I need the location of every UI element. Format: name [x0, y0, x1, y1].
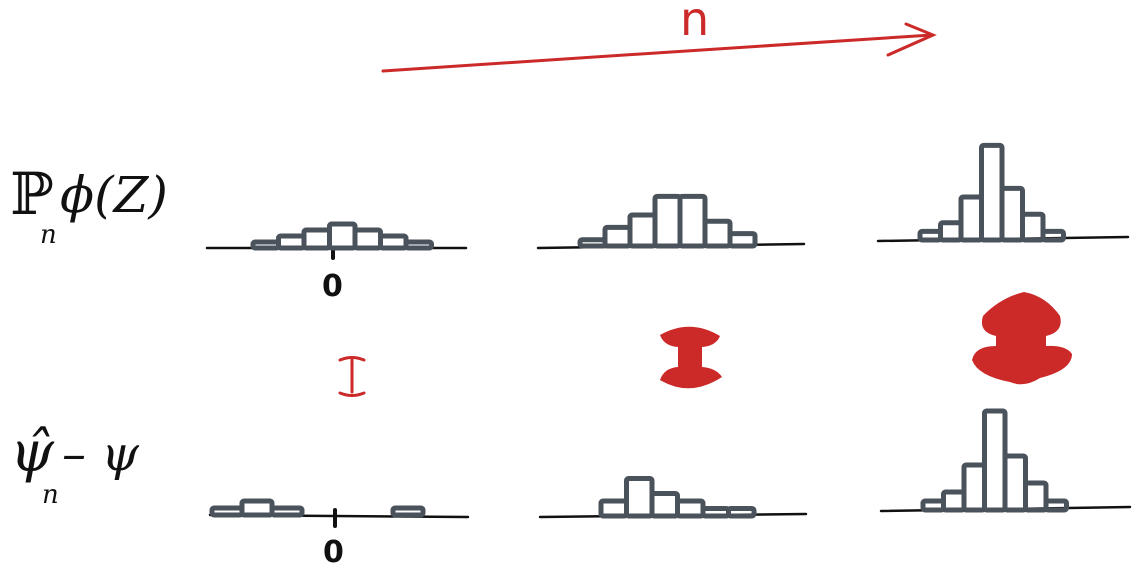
row-label-top: ℙ n ϕ(Z) [8, 160, 168, 270]
histogram-bar [327, 221, 358, 251]
histogram-bar [378, 233, 409, 251]
histograms [209, 142, 1069, 519]
histogram-bar [301, 227, 332, 251]
gap-marker-small [338, 356, 366, 397]
histogram-bar [677, 193, 708, 249]
row-label-bottom-main: ψ̂ [10, 420, 54, 485]
histogram-bar [1002, 453, 1028, 513]
row-label-top-main: ℙ [10, 160, 54, 228]
histogram-bar [390, 505, 426, 518]
histogram-bottom-3 [920, 408, 1069, 513]
histogram-top-1 [250, 221, 434, 251]
n-label: n [680, 0, 709, 46]
histogram-bar [941, 489, 967, 513]
row-label-top-rest: ϕ(Z) [60, 166, 168, 224]
n-arrow [381, 22, 937, 73]
histogram-bar [961, 462, 987, 513]
histogram-bottom-1 [209, 498, 426, 518]
histogram-bar [209, 505, 245, 518]
histogram-bar [982, 408, 1008, 513]
histogram-bar [979, 142, 1005, 243]
histogram-bar [352, 227, 383, 251]
histogram-bar [700, 506, 731, 519]
histogram-bar [727, 231, 758, 249]
histogram-bottom-2 [598, 476, 757, 519]
histogram-bar [917, 228, 943, 243]
histogram-bar [702, 218, 733, 249]
histogram-bar [652, 193, 683, 249]
histogram-bar [403, 239, 434, 251]
histogram-bar [958, 194, 984, 243]
histogram-bar [1043, 498, 1069, 513]
histogram-bar [627, 212, 658, 249]
zero-label-top: 0 [322, 269, 343, 304]
row-label-bottom-sub: n [42, 480, 59, 510]
histogram-bar [999, 185, 1025, 243]
histogram-bar [726, 506, 757, 519]
gap-marker-medium [660, 326, 722, 389]
histogram-top-2 [577, 193, 758, 249]
gap-marker-large [972, 292, 1072, 385]
histogram-bar [276, 233, 307, 251]
histogram-top-3 [917, 142, 1066, 243]
histogram-bar [938, 220, 964, 243]
row-label-bottom-rest: – ψ [62, 426, 139, 482]
histogram-bar [1020, 211, 1046, 243]
row-label-top-sub: n [40, 220, 57, 250]
histogram-bar [577, 237, 608, 249]
histogram-bar [269, 505, 305, 518]
histogram-bar [602, 224, 633, 249]
histogram-bar [920, 498, 946, 513]
zero-label-bottom: 0 [323, 535, 344, 570]
histogram-bar [239, 498, 275, 518]
histogram-bar [1040, 228, 1066, 243]
histogram-bar [649, 491, 680, 519]
row-label-bottom: ψ̂ n – ψ [8, 420, 168, 530]
histogram-bar [250, 239, 281, 251]
histogram-bar [675, 498, 706, 519]
histogram-bar [598, 498, 629, 519]
histogram-bar [624, 476, 655, 519]
histogram-bar [1023, 480, 1049, 513]
